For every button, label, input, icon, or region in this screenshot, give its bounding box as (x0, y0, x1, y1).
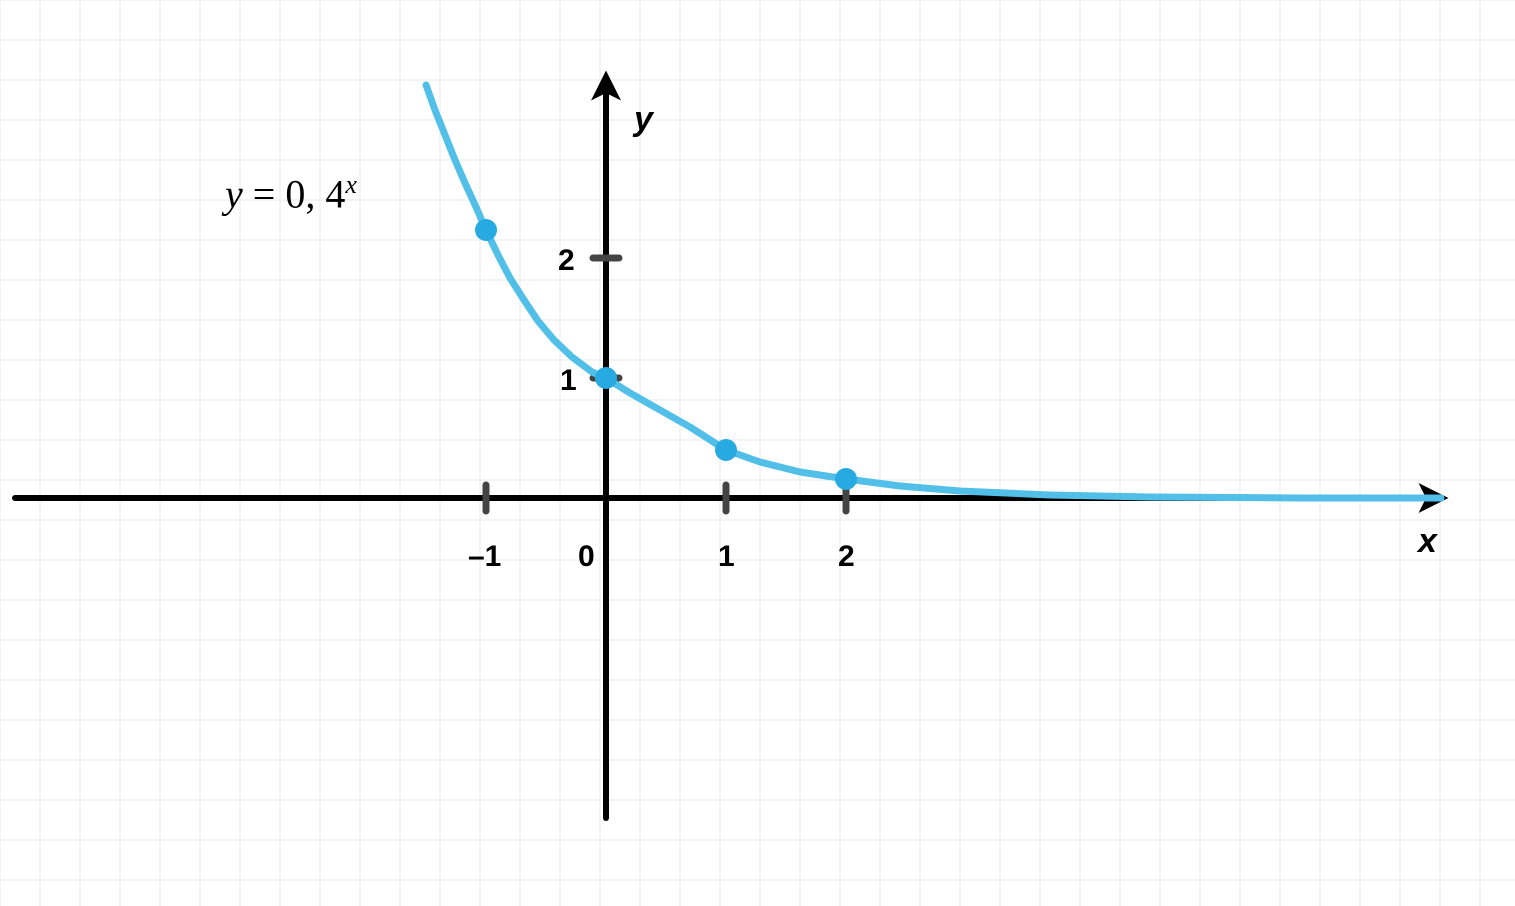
y-tick-label: 2 (558, 244, 575, 277)
curve-marker (715, 439, 737, 461)
x-tick-label: 1 (718, 540, 735, 573)
y-axis-label: y (632, 100, 655, 138)
x-tick-label: –1 (468, 540, 501, 573)
x-tick-label: 0 (578, 540, 595, 573)
equation-lhs: y (225, 171, 243, 216)
chart-container: –101212xy y = 0, 4x (0, 0, 1515, 906)
equation-eq: = 0, 4 (243, 171, 346, 216)
equation-sup: x (345, 170, 357, 199)
x-axis-label: x (1416, 522, 1439, 560)
equation-label: y = 0, 4x (225, 170, 357, 217)
y-tick-label: 1 (560, 364, 577, 397)
chart-svg: –1 0 1 2 1 2 x y (0, 0, 1515, 906)
x-tick-label: 2 (838, 540, 855, 573)
curve-marker (595, 367, 617, 389)
curve-marker (835, 468, 857, 490)
chart-background (0, 0, 1515, 906)
curve-marker (475, 219, 497, 241)
